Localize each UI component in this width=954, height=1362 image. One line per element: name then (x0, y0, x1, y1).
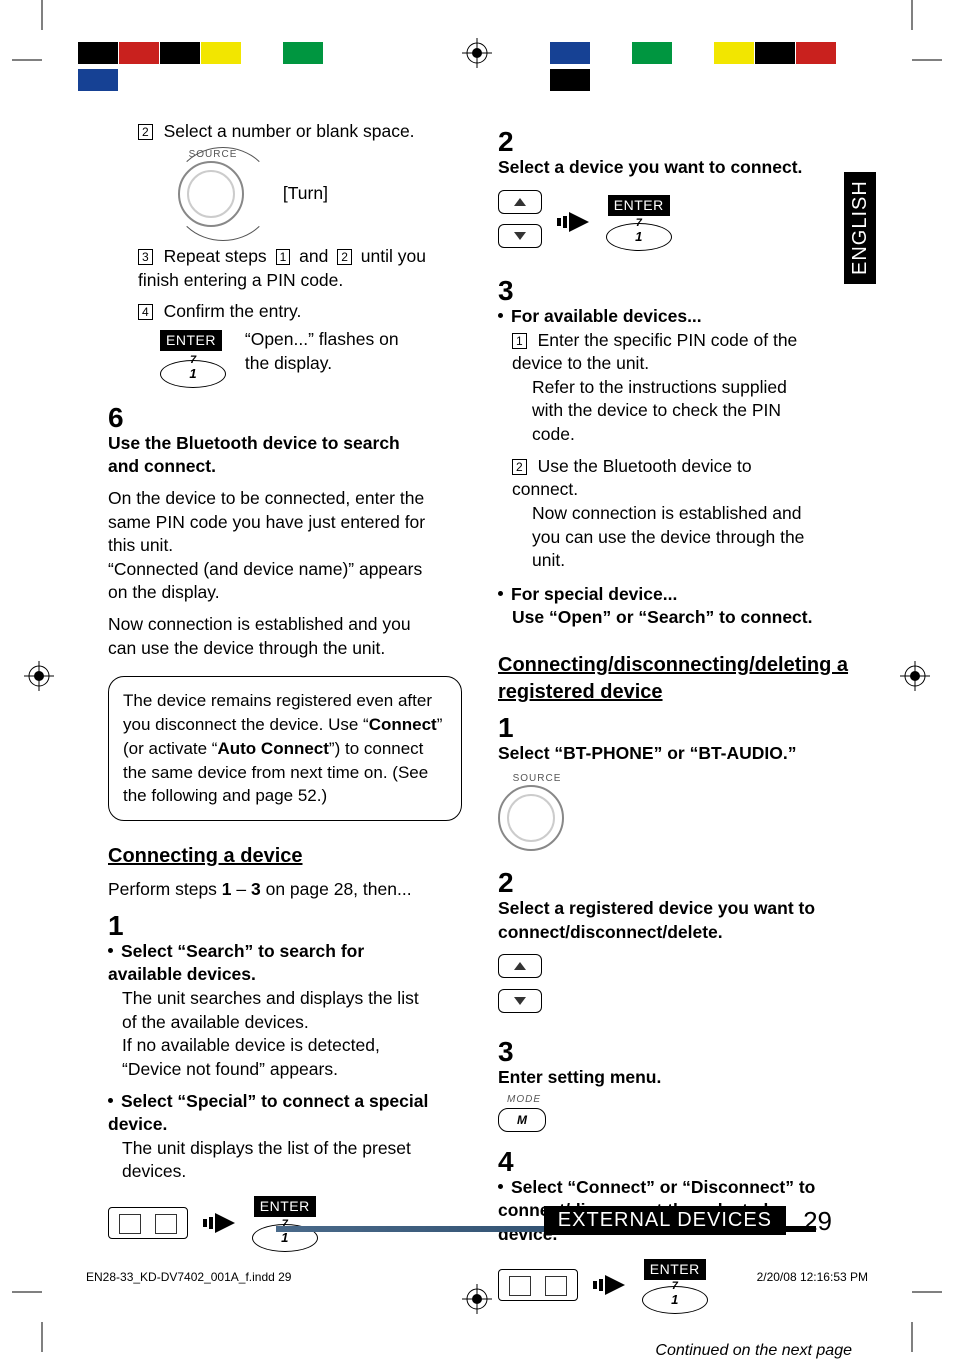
dial-icon (178, 161, 244, 227)
section-heading: Connecting a device (108, 843, 462, 870)
dial-icon (498, 785, 564, 851)
section-label: EXTERNAL DEVICES (544, 1206, 786, 1235)
substep-num: 4 (138, 304, 153, 320)
mode-label: MODE (498, 1093, 550, 1107)
page-footer: EXTERNAL DEVICES 29 (0, 1204, 876, 1232)
step-num: 3 (498, 1038, 524, 1066)
body-text: and (299, 246, 328, 266)
mode-button-icon: M (498, 1108, 546, 1132)
substep-num: 3 (138, 249, 153, 265)
body-text: Use “Open” or “Search” to connect. (498, 606, 822, 630)
registration-mark-icon (462, 38, 492, 68)
oval-button-icon: 71 (160, 360, 226, 388)
body-text: On the device to be connected, enter the… (108, 487, 432, 558)
step-num: 6 (108, 404, 134, 432)
step-heading: Select a registered device you want to c… (498, 898, 815, 942)
body-text: Perform steps 1 – 3 on page 28, then... (108, 878, 462, 902)
color-bar-right (550, 42, 876, 64)
step-num: 2 (498, 869, 524, 897)
step-num: 1 (498, 714, 524, 742)
up-button-icon (498, 954, 542, 978)
down-button-icon (498, 224, 542, 248)
step-heading: For special device... (511, 584, 677, 604)
print-slug: EN28-33_KD-DV7402_001A_f.indd 29 2/20/08… (86, 1270, 868, 1284)
body-text: Now connection is established and you ca… (108, 613, 432, 660)
down-button-icon (498, 989, 542, 1013)
substep-num: 2 (512, 459, 527, 475)
body-text: Enter the specific PIN code of the devic… (512, 330, 797, 374)
body-text: If no available device is detected, “Dev… (108, 1034, 432, 1081)
arrow-right-icon (557, 210, 591, 234)
step-heading: Enter setting menu. (498, 1067, 661, 1087)
step-heading: Use the Bluetooth device to search and c… (108, 433, 400, 477)
continued-text: Continued on the next page (498, 1340, 852, 1362)
body-text: “Open...” flashes on the display. (245, 328, 425, 375)
oval-button-icon: 71 (642, 1286, 708, 1314)
step-heading: Select “BT-PHONE” or “BT-AUDIO.” (498, 743, 797, 763)
step-num: 4 (498, 1148, 524, 1176)
source-label: SOURCE (502, 772, 572, 786)
body-text: “Connected (and device name)” appears on… (108, 558, 432, 605)
step-heading: Select “Search” to search for available … (108, 941, 364, 985)
body-text: Select a number or blank space. (164, 121, 415, 141)
turn-label: [Turn] (283, 183, 328, 203)
step-num: 2 (498, 128, 524, 156)
body-text: Refer to the instructions supplied with … (512, 376, 822, 447)
registration-mark-icon (24, 661, 54, 691)
substep-num: 1 (512, 333, 527, 349)
up-button-icon (498, 190, 542, 214)
ref-num: 2 (337, 249, 352, 265)
registration-mark-icon (900, 661, 930, 691)
step-num: 1 (108, 912, 134, 940)
section-heading: Connecting/disconnecting/deleting a regi… (498, 652, 852, 706)
ref-num: 1 (276, 249, 291, 265)
step-heading: Select “Special” to connect a special de… (108, 1091, 428, 1135)
color-bar-left (78, 42, 404, 64)
body-text: Use the Bluetooth device to connect. (512, 456, 752, 500)
substep-num: 2 (138, 124, 153, 140)
step-heading: Select a device you want to connect. (498, 157, 802, 177)
body-text: Repeat steps (164, 246, 267, 266)
right-column: 2 Select a device you want to connect. E… (498, 120, 852, 1362)
body-text: The unit displays the list of the preset… (108, 1137, 432, 1184)
page-number: 29 (803, 1206, 832, 1237)
step-heading: For available devices... (511, 306, 702, 326)
oval-button-icon: 71 (606, 223, 672, 251)
body-text: The unit searches and displays the list … (108, 987, 432, 1034)
body-text: Now connection is established and you ca… (512, 502, 822, 573)
left-column: 2 Select a number or blank space. SOURCE… (108, 120, 462, 1362)
note-box: The device remains registered even after… (108, 676, 462, 821)
step-num: 3 (498, 277, 524, 305)
body-text: Confirm the entry. (164, 301, 302, 321)
